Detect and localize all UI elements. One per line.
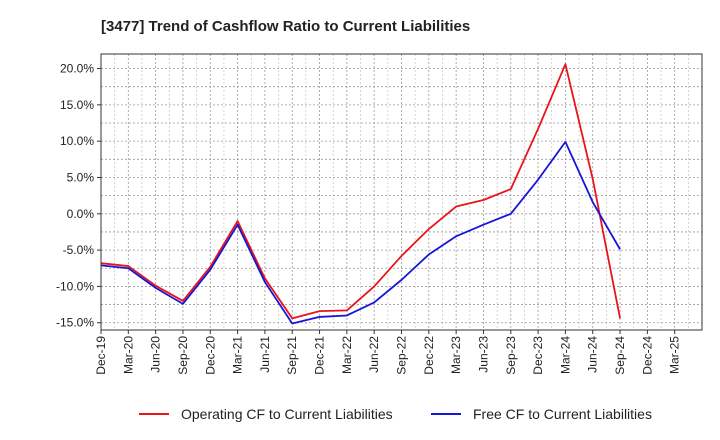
y-tick-label: 0.0% <box>67 207 95 221</box>
series-line-free-cf <box>100 140 621 325</box>
y-axis: -15.0% -10.0% -5.0% 0.0% 5.0% 10.0% 15.0% 20.0% <box>56 62 101 330</box>
legend-label: Free CF to Current Liabilities <box>473 406 652 422</box>
x-tick-label: Mar-21 <box>231 336 245 374</box>
y-tick-label: -5.0% <box>63 243 95 257</box>
x-axis: Dec-19 Mar-20 Jun-20 Sep-20 Dec-20 Mar-21 Jun-… <box>94 330 682 375</box>
plot-border <box>100 53 703 331</box>
x-tick-label: Sep-24 <box>613 336 627 375</box>
legend-label: Operating CF to Current Liabilities <box>181 406 393 422</box>
x-tick-label: Sep-22 <box>395 336 409 375</box>
x-tick-label: Mar-23 <box>449 336 463 374</box>
y-tick-label: -10.0% <box>56 279 94 293</box>
x-tick-label: Sep-23 <box>504 336 518 375</box>
x-tick-label: Jun-20 <box>149 336 163 373</box>
x-tick-label: Jun-22 <box>367 336 381 373</box>
x-tick-label: Dec-23 <box>531 336 545 375</box>
series-lines <box>100 63 621 325</box>
x-tick-label: Dec-21 <box>313 336 327 375</box>
y-tick-label: -15.0% <box>56 316 94 330</box>
x-tick-label: Mar-25 <box>668 336 682 374</box>
x-tick-label: Mar-24 <box>558 336 572 374</box>
x-tick-label: Sep-20 <box>176 336 190 375</box>
x-tick-label: Mar-20 <box>121 336 135 374</box>
x-tick-label: Sep-21 <box>285 336 299 375</box>
y-tick-label: 10.0% <box>60 134 94 148</box>
chart-title: [3477] Trend of Cashflow Ratio to Curren… <box>101 18 470 35</box>
x-tick-label: Jun-21 <box>258 336 272 373</box>
y-tick-label: 15.0% <box>60 98 94 112</box>
x-tick-label: Jun-23 <box>476 336 490 373</box>
x-tick-label: Dec-24 <box>640 336 654 375</box>
x-tick-label: Jun-24 <box>586 336 600 373</box>
y-tick-label: 5.0% <box>67 170 95 184</box>
series-line-operating-cf <box>100 63 621 320</box>
x-tick-label: Mar-22 <box>340 336 354 374</box>
x-tick-label: Dec-19 <box>94 336 108 375</box>
x-tick-label: Dec-20 <box>203 336 217 375</box>
grid <box>101 54 702 330</box>
x-tick-label: Dec-22 <box>422 336 436 375</box>
y-tick-label: 20.0% <box>60 62 94 76</box>
legend: Operating CF to Current Liabilities Free … <box>139 406 652 422</box>
